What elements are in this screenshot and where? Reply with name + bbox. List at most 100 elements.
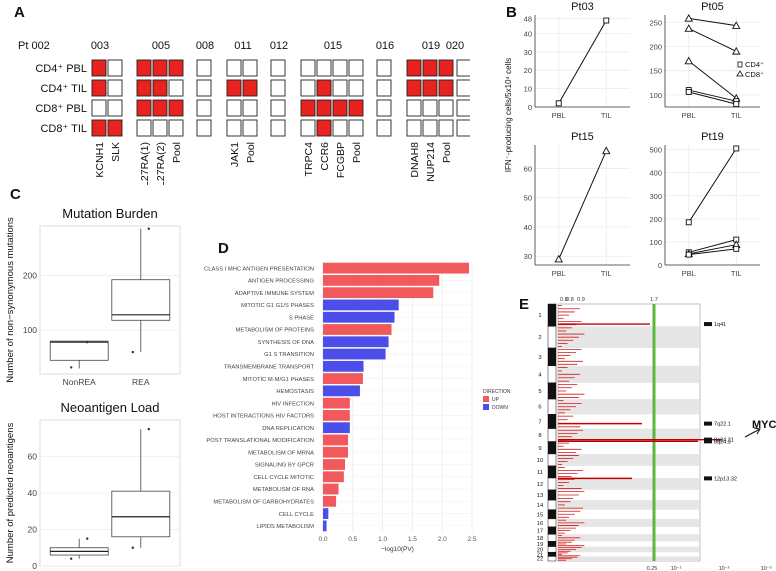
b-ytick-Pt05-150: 150 [649, 67, 662, 76]
cell-020-r0-c0 [456, 59, 470, 77]
b-ytick-Pt19-400: 400 [649, 169, 662, 178]
cell-015-r2-c2 [332, 99, 348, 117]
panel-b-ylabel: IFN⁻-producing cells/5x10⁴ cells [504, 58, 513, 172]
cell-008-r2-c0 [196, 99, 212, 117]
patient-header-4: 011 [234, 40, 252, 52]
c-title-0: Mutation Burden [62, 206, 157, 221]
patient-header-1: 003 [91, 40, 109, 52]
gene-label-ccr6: CCR6 [319, 142, 331, 171]
e-band-10 [559, 453, 699, 466]
e-myc-label: MYC [752, 419, 776, 431]
d-bar-5 [322, 324, 392, 335]
e-chrom-label-8: 8 [538, 433, 541, 439]
cell-005-r3-c2 [168, 119, 184, 137]
b-line-Pt19-2 [688, 244, 737, 255]
cell-019-r0-c2 [438, 59, 454, 77]
d-category-13: DNA REPLICATION [262, 426, 314, 432]
e-chrom-label-1: 1 [538, 313, 541, 319]
b-ytick-Pt15-40: 40 [524, 223, 532, 232]
d-bar-9 [322, 373, 363, 384]
patient-header-5: 012 [270, 40, 288, 52]
cell-011-r2-c1 [242, 99, 258, 117]
b-line-Pt03-0 [558, 20, 607, 104]
e-bottom-tick-0: 0.25 [647, 566, 658, 571]
e-band-6 [559, 399, 699, 415]
e-chrom-block-3 [547, 347, 557, 367]
gene-label-pool: Pool [171, 142, 183, 163]
d-category-5: METABOLISM OF PROTEINS [236, 328, 315, 334]
b-legend-square [737, 61, 743, 68]
cell-005-r2-c2 [168, 99, 184, 117]
c-ytick-1-60: 60 [28, 452, 38, 462]
b-ytick-Pt03-48: 48 [524, 15, 532, 24]
b-ytick-Pt15-30: 30 [524, 252, 532, 261]
b-xtick-Pt05-1: TIL [731, 111, 742, 120]
b-xtick-Pt19-0: PBL [682, 269, 696, 278]
b-point-Pt15-0-1 [601, 146, 611, 155]
b-point-Pt03-0-0 [555, 100, 562, 107]
d-category-15: METABOLISM OF MRNA [248, 450, 314, 456]
gene-label-nup214: NUP214 [425, 142, 437, 182]
d-category-20: CELL CYCLE [279, 512, 314, 518]
e-chrom-label-13: 13 [537, 493, 543, 499]
d-bar-14 [322, 434, 349, 446]
b-legend-cd8: CD8⁺ [745, 70, 764, 79]
e-chrom-label-14: 14 [537, 503, 544, 509]
d-legend-label-1: DOWN [492, 405, 508, 411]
d-xlabel: −log10(PV) [381, 546, 414, 553]
patient-header-3: 008 [196, 40, 214, 52]
c-point-0-1-0 [131, 350, 134, 354]
cell-015-r1-c3 [348, 79, 364, 97]
b-line-Pt19-0 [688, 148, 737, 223]
b-line-Pt05-0 [688, 17, 737, 27]
c-point-0-1-1 [147, 227, 150, 230]
cell-019-r3-c1 [422, 119, 438, 137]
e-peak-label-0: 1q41 [714, 322, 726, 328]
b-ytick-Pt03-10: 10 [524, 85, 532, 94]
e-chrom-label-22: 22 [537, 557, 543, 563]
panel-d-label: D [218, 240, 229, 257]
cell-005-r0-c2 [168, 59, 184, 77]
e-chrom-block-15 [547, 509, 557, 520]
e-peak-label-3: 8q24.3 [714, 439, 731, 445]
d-bar-17 [322, 471, 344, 483]
e-chrom-label-3: 3 [538, 355, 541, 361]
d-category-12: HOST INTERACTIONS HIV FACTORS [213, 414, 314, 420]
b-point-Pt05-4-1 [733, 101, 740, 108]
gene-label-pool: Pool [441, 142, 453, 163]
e-chrom-label-16: 16 [537, 521, 543, 527]
d-category-8: TRANSMEMBRANE TRANSPORT [224, 365, 315, 371]
b-point-Pt05-0-1 [731, 21, 741, 29]
gene-label-pool: Pool [245, 142, 257, 163]
c-box-0-0 [49, 340, 109, 361]
row-label-2: CD8⁺ PBL [35, 103, 87, 115]
d-bar-1 [322, 275, 440, 286]
cell-015-r1-c2 [332, 79, 348, 97]
e-chrom-block-18 [547, 534, 557, 542]
cell-015-r0-c3 [348, 59, 364, 77]
cell-005-r1-c0 [136, 79, 152, 97]
cell-012-r3-c0 [270, 119, 286, 137]
cell-019-r2-c1 [422, 99, 438, 117]
d-legend-swatch-1 [483, 404, 489, 410]
d-category-9: MITOTIC M-M/G1 PHASES [243, 377, 315, 383]
e-band-2 [559, 326, 699, 349]
b-point-Pt05-4-0 [685, 89, 692, 95]
d-bar-7 [322, 348, 386, 360]
panel-e-label: E [519, 296, 530, 313]
cell-011-r1-c0 [226, 79, 242, 97]
b-ytick-Pt03-0: 0 [528, 103, 532, 112]
e-chrom-block-20 [547, 546, 557, 553]
e-myc-arrow-shaft [744, 428, 761, 438]
gene-label-il27ra2: IL27RA(2) [155, 142, 167, 185]
cell-015-r3-c0 [300, 119, 316, 137]
d-category-1: ANTIGEN PROCESSING [248, 279, 315, 285]
c-point-1-1-1 [147, 427, 150, 431]
patient-header-8: 019 [422, 40, 440, 52]
panel-b-ifn-plots: IFN⁻-producing cells/5x10⁴ cells Pt03 0 10 2… [504, 1, 764, 278]
d-category-10: HEMOSTASIS [276, 389, 314, 395]
cell-019-r2-c0 [406, 99, 422, 117]
panel-d-pathway-bars: 0.0 0.5 1.0 1.5 2.0 2.5 CLASS I MHC ANTIGEN PR… [204, 262, 511, 553]
e-chrom-block-7 [547, 414, 557, 429]
cell-019-r3-c2 [438, 119, 454, 137]
